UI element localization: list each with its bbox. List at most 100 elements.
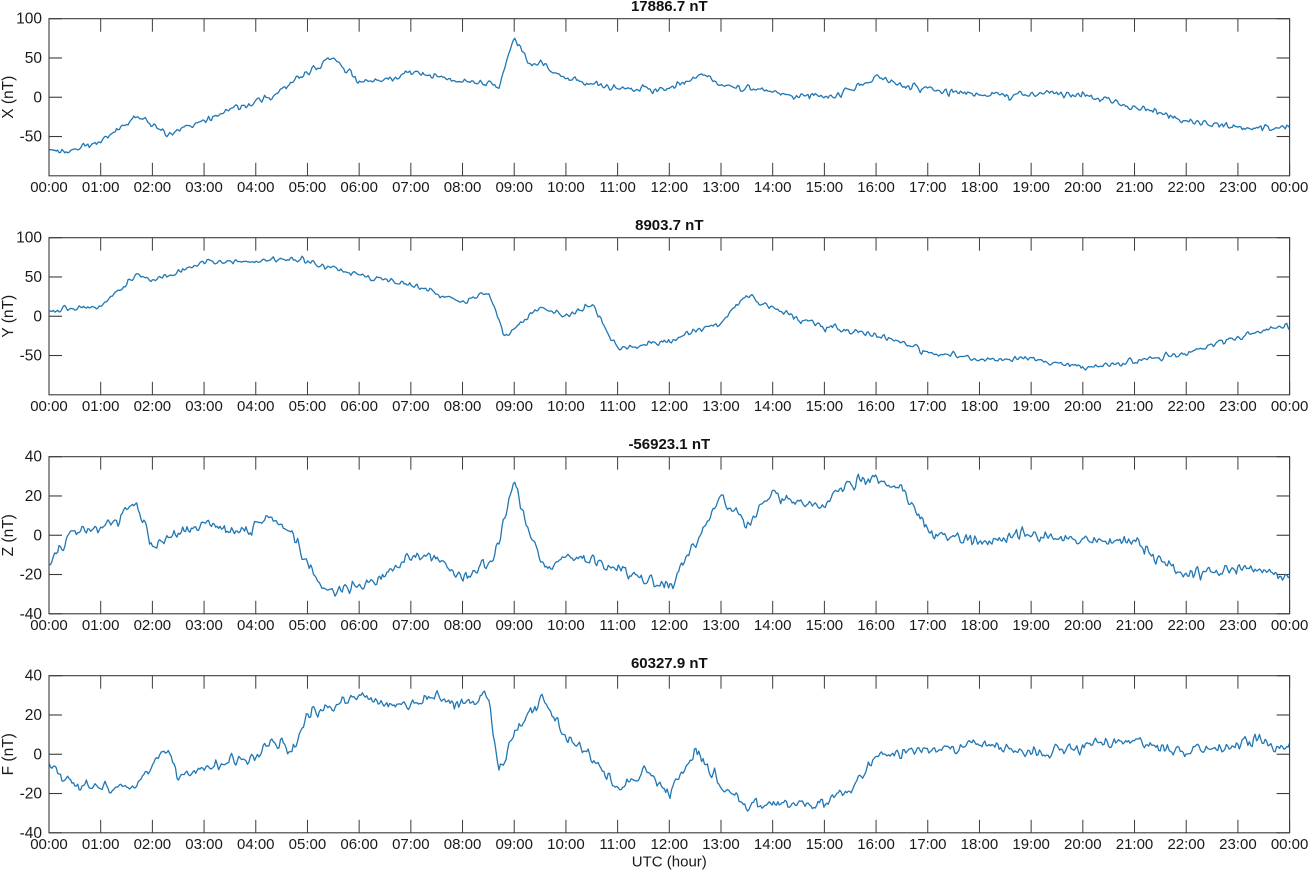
svg-text:22:00: 22:00 xyxy=(1167,617,1205,634)
svg-text:01:00: 01:00 xyxy=(82,617,120,634)
svg-text:01:00: 01:00 xyxy=(82,179,120,196)
svg-text:02:00: 02:00 xyxy=(134,836,172,853)
svg-text:10:00: 10:00 xyxy=(547,617,585,634)
svg-text:15:00: 15:00 xyxy=(806,836,844,853)
svg-text:0: 0 xyxy=(33,527,42,544)
svg-text:06:00: 06:00 xyxy=(340,179,378,196)
svg-text:100: 100 xyxy=(16,11,42,28)
svg-text:0: 0 xyxy=(33,746,42,763)
svg-text:09:00: 09:00 xyxy=(495,179,533,196)
svg-text:21:00: 21:00 xyxy=(1116,836,1154,853)
svg-text:05:00: 05:00 xyxy=(289,398,327,415)
svg-text:02:00: 02:00 xyxy=(134,179,172,196)
svg-text:14:00: 14:00 xyxy=(754,398,792,415)
svg-text:11:00: 11:00 xyxy=(599,617,635,634)
svg-text:50: 50 xyxy=(25,269,43,286)
svg-text:07:00: 07:00 xyxy=(392,179,430,196)
svg-text:-50: -50 xyxy=(20,129,43,146)
svg-text:06:00: 06:00 xyxy=(340,398,378,415)
svg-text:05:00: 05:00 xyxy=(289,836,327,853)
svg-text:23:00: 23:00 xyxy=(1219,836,1257,853)
svg-text:UTC (hour): UTC (hour) xyxy=(632,854,707,871)
svg-text:Z (nT): Z (nT) xyxy=(0,514,17,556)
svg-text:19:00: 19:00 xyxy=(1012,836,1050,853)
svg-text:-56923.1 nT: -56923.1 nT xyxy=(628,436,710,453)
svg-text:13:00: 13:00 xyxy=(702,617,740,634)
svg-text:40: 40 xyxy=(25,449,43,466)
svg-text:00:00: 00:00 xyxy=(1271,398,1309,415)
svg-text:21:00: 21:00 xyxy=(1116,179,1154,196)
svg-text:03:00: 03:00 xyxy=(185,398,223,415)
svg-text:21:00: 21:00 xyxy=(1116,617,1154,634)
svg-text:12:00: 12:00 xyxy=(651,836,689,853)
svg-text:17:00: 17:00 xyxy=(909,617,947,634)
svg-text:-50: -50 xyxy=(20,348,43,365)
svg-text:12:00: 12:00 xyxy=(651,179,689,196)
svg-text:01:00: 01:00 xyxy=(82,836,120,853)
svg-text:13:00: 13:00 xyxy=(702,179,740,196)
svg-text:18:00: 18:00 xyxy=(961,836,999,853)
svg-text:16:00: 16:00 xyxy=(857,617,895,634)
svg-text:17:00: 17:00 xyxy=(909,398,947,415)
svg-text:10:00: 10:00 xyxy=(547,836,585,853)
svg-text:13:00: 13:00 xyxy=(702,836,740,853)
svg-text:20:00: 20:00 xyxy=(1064,836,1102,853)
svg-text:12:00: 12:00 xyxy=(651,617,689,634)
svg-text:23:00: 23:00 xyxy=(1219,179,1257,196)
svg-text:07:00: 07:00 xyxy=(392,617,430,634)
svg-text:20:00: 20:00 xyxy=(1064,398,1102,415)
svg-text:60327.9 nT: 60327.9 nT xyxy=(631,655,708,672)
svg-text:23:00: 23:00 xyxy=(1219,398,1257,415)
svg-text:09:00: 09:00 xyxy=(495,398,533,415)
svg-text:08:00: 08:00 xyxy=(444,398,482,415)
svg-text:11:00: 11:00 xyxy=(599,836,635,853)
svg-text:18:00: 18:00 xyxy=(961,179,999,196)
svg-text:15:00: 15:00 xyxy=(806,179,844,196)
svg-text:06:00: 06:00 xyxy=(340,836,378,853)
svg-text:18:00: 18:00 xyxy=(961,617,999,634)
svg-text:07:00: 07:00 xyxy=(392,836,430,853)
svg-text:10:00: 10:00 xyxy=(547,179,585,196)
svg-text:50: 50 xyxy=(25,50,43,67)
svg-text:04:00: 04:00 xyxy=(237,179,275,196)
svg-text:09:00: 09:00 xyxy=(495,617,533,634)
svg-text:00:00: 00:00 xyxy=(30,179,68,196)
svg-text:22:00: 22:00 xyxy=(1167,836,1205,853)
svg-text:18:00: 18:00 xyxy=(961,398,999,415)
svg-text:17:00: 17:00 xyxy=(909,179,947,196)
svg-text:17886.7 nT: 17886.7 nT xyxy=(631,0,708,15)
svg-text:14:00: 14:00 xyxy=(754,617,792,634)
svg-text:08:00: 08:00 xyxy=(444,836,482,853)
svg-text:09:00: 09:00 xyxy=(495,836,533,853)
svg-text:07:00: 07:00 xyxy=(392,398,430,415)
svg-text:00:00: 00:00 xyxy=(30,836,68,853)
svg-text:15:00: 15:00 xyxy=(806,617,844,634)
svg-text:22:00: 22:00 xyxy=(1167,179,1205,196)
svg-text:X (nT): X (nT) xyxy=(0,76,17,119)
svg-text:19:00: 19:00 xyxy=(1012,617,1050,634)
svg-text:11:00: 11:00 xyxy=(599,398,635,415)
svg-text:20:00: 20:00 xyxy=(1064,179,1102,196)
svg-text:8903.7 nT: 8903.7 nT xyxy=(635,217,703,234)
svg-text:00:00: 00:00 xyxy=(30,398,68,415)
svg-text:-20: -20 xyxy=(20,786,43,803)
svg-text:23:00: 23:00 xyxy=(1219,617,1257,634)
svg-text:03:00: 03:00 xyxy=(185,179,223,196)
svg-text:04:00: 04:00 xyxy=(237,617,275,634)
svg-text:13:00: 13:00 xyxy=(702,398,740,415)
svg-text:17:00: 17:00 xyxy=(909,836,947,853)
svg-text:21:00: 21:00 xyxy=(1116,398,1154,415)
svg-text:11:00: 11:00 xyxy=(599,179,635,196)
svg-text:08:00: 08:00 xyxy=(444,617,482,634)
svg-text:0: 0 xyxy=(33,308,42,325)
svg-text:01:00: 01:00 xyxy=(82,398,120,415)
svg-text:22:00: 22:00 xyxy=(1167,398,1205,415)
svg-text:0: 0 xyxy=(33,89,42,106)
svg-text:14:00: 14:00 xyxy=(754,836,792,853)
svg-text:20: 20 xyxy=(25,488,43,505)
svg-text:40: 40 xyxy=(25,668,43,685)
svg-text:08:00: 08:00 xyxy=(444,179,482,196)
svg-text:14:00: 14:00 xyxy=(754,179,792,196)
svg-text:05:00: 05:00 xyxy=(289,179,327,196)
svg-text:16:00: 16:00 xyxy=(857,836,895,853)
